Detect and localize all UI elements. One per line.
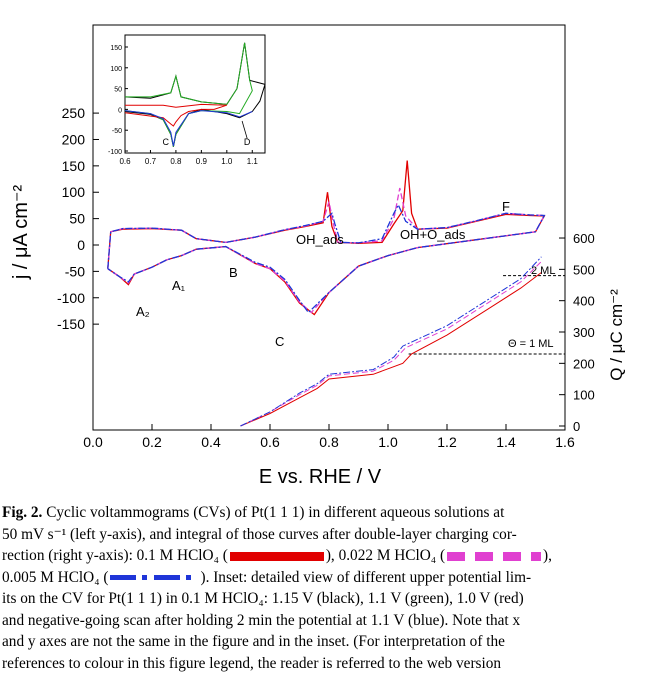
inset-label-d: D <box>244 137 251 147</box>
legend-red-swatch <box>229 551 324 561</box>
y2-tick-label: 500 <box>573 262 595 277</box>
inset-y-tick-label: 100 <box>110 66 122 73</box>
charge-curve-blue <box>240 256 542 427</box>
label-b: B <box>229 265 238 280</box>
y-tick-label: 200 <box>62 131 86 147</box>
inset-curve <box>124 110 253 147</box>
label-theta-1ml: Θ = 1 ML <box>508 338 554 350</box>
inset-frame <box>124 34 266 154</box>
y-tick-label: 250 <box>62 105 86 121</box>
y-tick-label: -100 <box>57 290 85 306</box>
caption-line3c: ), <box>543 547 552 564</box>
caption-line4a: 0.005 M HClO₄ ( <box>2 568 109 586</box>
label-a2: A₂ <box>136 304 150 319</box>
x-tick-label: 1.4 <box>496 434 516 450</box>
inset-y-tick-label: 150 <box>110 45 122 52</box>
y2-tick-label: 600 <box>573 231 595 246</box>
inset-y-tick-label: -50 <box>112 128 122 135</box>
y-tick-label: 50 <box>69 211 85 227</box>
inset-x-tick-label: 1.1 <box>247 157 259 166</box>
charge-curve-red <box>240 272 542 427</box>
x-tick-label: 1.6 <box>555 434 575 450</box>
x-tick-label: 0.0 <box>83 434 103 450</box>
caption-line4b: ). Inset: detailed view of different upp… <box>200 568 532 586</box>
y-tick-label: -50 <box>65 263 85 279</box>
y-tick-label: 150 <box>62 158 86 174</box>
figure-caption: Fig. 2. Cyclic voltammograms (CVs) of Pt… <box>2 502 668 674</box>
y2-tick-label: 400 <box>573 294 595 309</box>
charge-curve-magenta <box>240 261 542 427</box>
y2-tick-label: 0 <box>573 419 580 434</box>
inset: 0.6 0.7 0.8 0.9 1.0 1.1 150 100 50 0 -50 -100 C D <box>108 34 266 166</box>
caption-line3a: rection (right y-axis): 0.1 M HClO₄ ( <box>2 547 228 564</box>
inset-y-tick-label: -100 <box>108 149 122 156</box>
y-tick-label: -150 <box>57 316 85 332</box>
inset-x-tick-label: 0.9 <box>196 157 208 166</box>
caption-line6: and negative-going scan after holding 2 … <box>2 611 521 629</box>
y2-axis-label: Q / μC cm⁻² <box>607 289 626 381</box>
x-axis-label: E vs. RHE / V <box>259 466 382 488</box>
label-oh-oads: OH+O_ads <box>400 227 466 242</box>
main-curves <box>107 160 546 427</box>
legend-magenta-swatch <box>447 551 542 561</box>
x-tick-label: 0.6 <box>260 434 280 450</box>
y-tick-label: 100 <box>62 184 86 200</box>
inset-y-tick-label: 50 <box>114 87 122 94</box>
x-tick-label: 0.8 <box>319 434 339 450</box>
caption-line2: 50 mV s⁻¹ (left y-axis), and integral of… <box>2 525 517 543</box>
y-axis-label: j / μA cm⁻² <box>10 185 32 281</box>
caption-line5: its on the CV for Pt(1 1 1) in 0.1 M HCl… <box>2 590 524 607</box>
caption-label: Fig. 2. <box>2 504 43 521</box>
y2-tick-label: 100 <box>573 388 595 403</box>
x-tick-label: 0.4 <box>201 434 221 450</box>
caption-line1: Cyclic voltammograms (CVs) of Pt(1 1 1) … <box>46 504 505 521</box>
y2-tick-label: 200 <box>573 356 595 371</box>
inset-x-tick-label: 0.8 <box>170 157 182 166</box>
inset-x-tick-label: 0.7 <box>145 157 157 166</box>
label-2ml: 2 ML <box>531 265 555 277</box>
inset-x-tick-label: 0.6 <box>119 157 131 166</box>
main-axes: 0.0 0.2 0.4 0.6 0.8 1.0 1.2 1.4 1.6 250 200 150 100 5… <box>57 105 595 450</box>
label-c: C <box>275 334 284 349</box>
inset-arrow-d <box>241 120 248 139</box>
x-tick-label: 1.2 <box>437 434 457 450</box>
legend-blue-swatch <box>110 575 199 581</box>
inset-y-tick-label: 0 <box>118 107 122 114</box>
x-tick-label: 1.0 <box>378 434 398 450</box>
y2-tick-label: 300 <box>573 325 595 340</box>
caption-line3b: ), 0.022 M HClO₄ ( <box>325 547 446 564</box>
y-tick-label: 0 <box>77 237 85 253</box>
caption-line7: and y axes are not the same in the figur… <box>2 633 505 650</box>
label-a1: A₁ <box>172 278 186 293</box>
label-f: F <box>502 199 510 214</box>
inset-curve <box>124 103 227 127</box>
cv-curve-blue <box>107 203 546 314</box>
label-ohads: OH_ads <box>296 232 344 247</box>
caption-line8: references to colour in this figure lege… <box>2 654 502 672</box>
inset-x-tick-label: 1.0 <box>221 157 233 166</box>
x-tick-label: 0.2 <box>142 434 162 450</box>
inset-label-c: C <box>162 137 169 147</box>
figure: 0.0 0.2 0.4 0.6 0.8 1.0 1.2 1.4 1.6 250 200 150 100 5… <box>10 24 626 488</box>
